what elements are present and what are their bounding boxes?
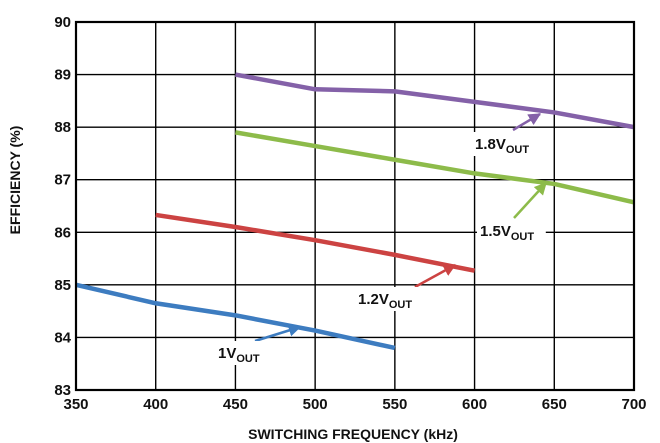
series-lines — [75, 72, 635, 351]
series-line-4 — [235, 72, 635, 130]
plot-border — [74, 20, 636, 392]
y-tick-label: 85 — [54, 277, 71, 294]
y-tick-label: 86 — [54, 224, 71, 241]
series-label-2: 1.2VOUT — [358, 291, 412, 311]
y-tick-label: 89 — [54, 67, 71, 84]
x-tick-label: 700 — [621, 396, 646, 413]
x-tick-label: 350 — [63, 396, 88, 413]
plot-frame — [74, 20, 636, 392]
y-tick-label: 88 — [54, 119, 71, 136]
x-tick-label: 600 — [462, 396, 487, 413]
grid — [75, 21, 635, 391]
series-label-1: 1VOUT — [218, 345, 260, 365]
annotation-bg — [215, 341, 266, 365]
x-tick-label: 650 — [542, 396, 567, 413]
x-tick-label: 400 — [143, 396, 168, 413]
annotation-arrow — [512, 112, 542, 132]
y-axis-title: EFFICIENCY (%) — [7, 126, 23, 235]
y-tick-label: 84 — [54, 329, 71, 346]
x-axis-title: SWITCHING FREQUENCY (kHz) — [248, 426, 458, 442]
series-annotations: 1VOUT 1.2VOUT 1.5VOUT 1.8VOUT — [215, 112, 547, 365]
y-tick-label: 87 — [54, 172, 71, 189]
annotation-bg — [477, 219, 546, 243]
x-tick-label: 450 — [223, 396, 248, 413]
series-label-3: 1.5VOUT — [480, 223, 534, 243]
series-line-2 — [155, 212, 476, 273]
y-tick-label: 83 — [54, 382, 71, 399]
annotation-arrow — [414, 263, 457, 289]
x-tick-label: 500 — [303, 396, 328, 413]
series-label-4: 1.8VOUT — [475, 136, 529, 156]
annotation-arrow — [513, 182, 547, 219]
annotation-bg — [472, 132, 541, 156]
x-tick-label: 550 — [382, 396, 407, 413]
annotation-arrow — [254, 324, 302, 343]
annotation-bg — [355, 287, 424, 311]
series-line-3 — [235, 130, 635, 205]
tick-labels: 350 400 450 500 550 600 650 700 83 84 85 86 87 88 89 90 — [54, 14, 646, 413]
series-line-1 — [75, 282, 396, 351]
y-tick-label: 90 — [54, 14, 71, 31]
